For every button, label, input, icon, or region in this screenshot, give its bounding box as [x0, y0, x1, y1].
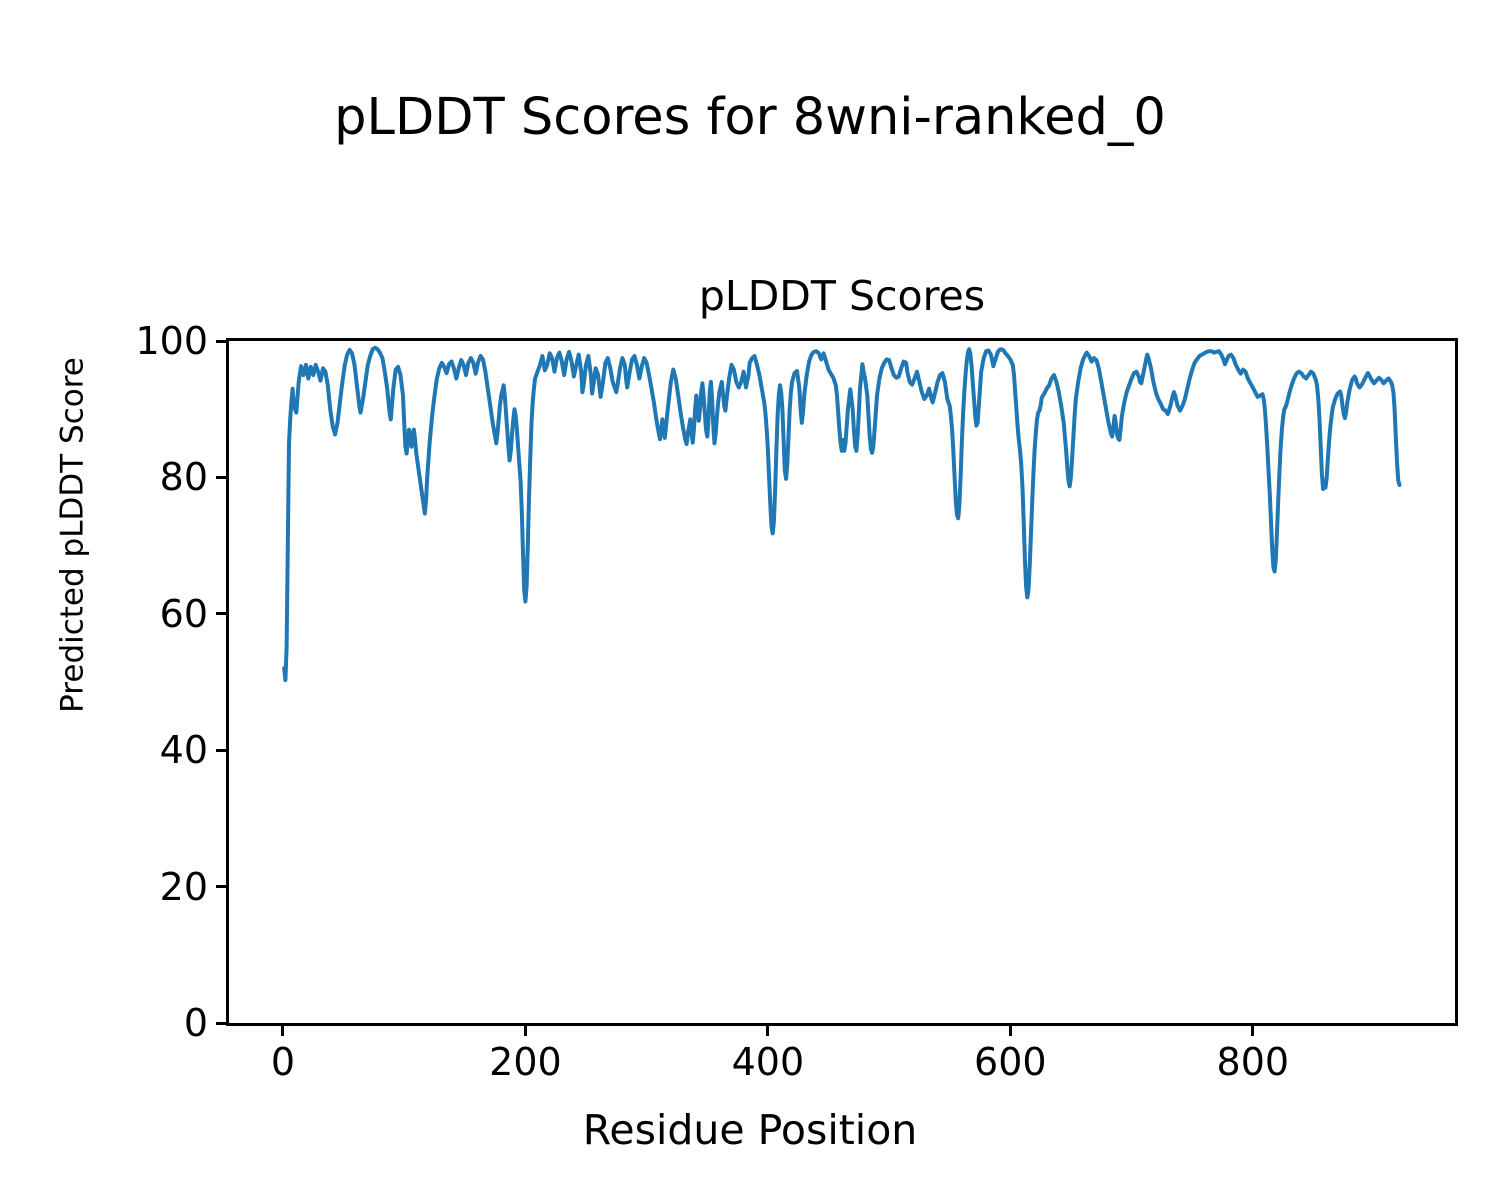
x-tick-mark: [1008, 1026, 1012, 1036]
y-tick-mark: [216, 475, 226, 479]
x-tick-label: 400: [731, 1040, 805, 1084]
y-tick-mark: [216, 1021, 226, 1025]
y-tick-label: 80: [159, 455, 208, 500]
y-axis-label: Predicted pLDDT Score: [54, 357, 91, 713]
y-tick-label: 20: [159, 864, 208, 909]
axes-title: pLDDT Scores: [698, 272, 986, 320]
y-tick-mark: [216, 339, 226, 343]
plot-area: [226, 338, 1458, 1026]
y-tick-mark: [216, 885, 226, 889]
x-tick-mark: [1251, 1026, 1255, 1036]
x-tick-label: 600: [974, 1040, 1047, 1084]
plddt-line-chart: [282, 345, 1402, 682]
y-tick-mark: [216, 748, 226, 752]
y-tick-mark: [216, 612, 226, 616]
x-tick-label: 800: [1216, 1040, 1290, 1084]
x-tick-label: 200: [489, 1040, 562, 1084]
x-tick-mark: [523, 1026, 527, 1036]
figure-suptitle: pLDDT Scores for 8wni-ranked_0: [334, 88, 1166, 147]
x-axis-label: Residue Position: [582, 1106, 918, 1154]
x-tick-mark: [281, 1026, 285, 1036]
y-tick-label: 60: [159, 591, 208, 636]
x-tick-mark: [766, 1026, 770, 1036]
y-tick-label: 40: [159, 728, 208, 773]
y-tick-label: 0: [183, 1001, 208, 1045]
y-tick-label: 100: [135, 319, 208, 363]
plddt-line-series: [282, 345, 1402, 682]
x-tick-label: 0: [270, 1040, 296, 1084]
